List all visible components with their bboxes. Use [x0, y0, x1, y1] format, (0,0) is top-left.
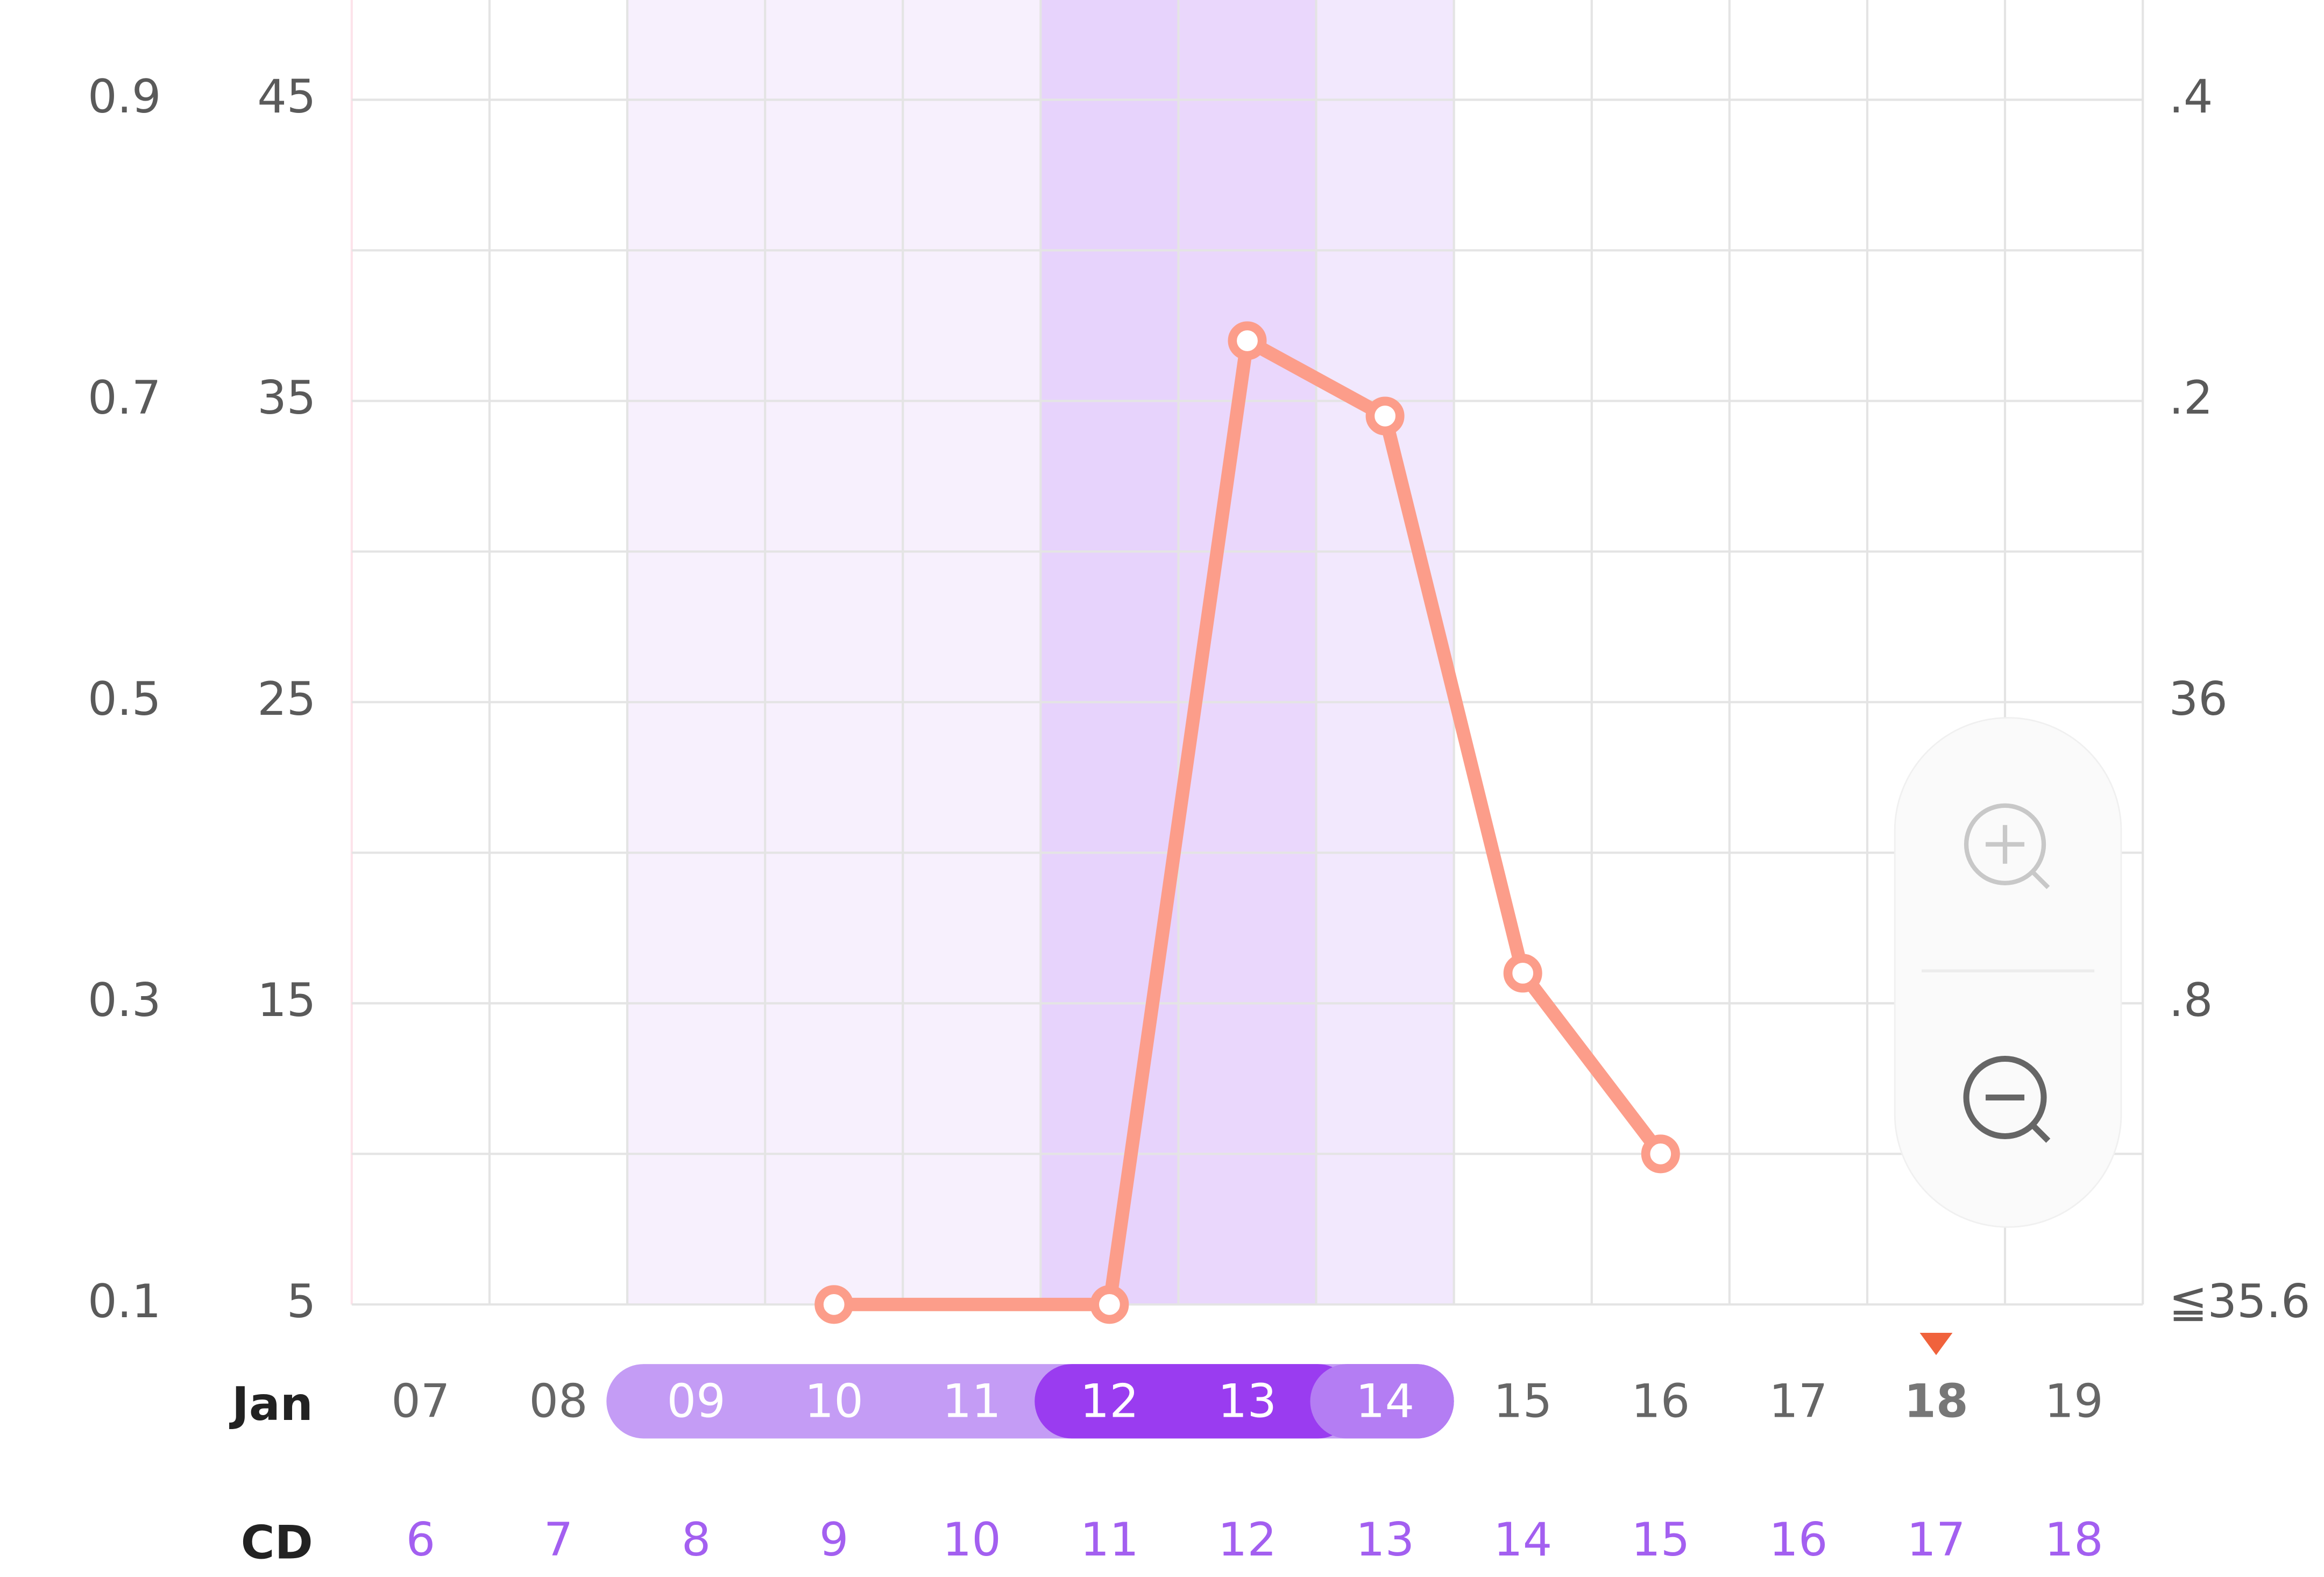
- data-point: [1503, 954, 1542, 993]
- zoom-control: [1894, 717, 2122, 1228]
- x-tick-label: 15: [1493, 1374, 1552, 1428]
- data-point: [1228, 321, 1267, 360]
- cycle-day-label: 6: [406, 1513, 436, 1567]
- y-tick-label: 15: [257, 974, 316, 1027]
- cycle-day-label: 16: [1769, 1513, 1827, 1567]
- cycle-day-label: 9: [819, 1513, 849, 1567]
- fertile-band: [1316, 0, 1454, 1305]
- date-pill-segment: [1035, 1364, 1355, 1439]
- cycle-day-label: 12: [1218, 1513, 1277, 1567]
- data-point: [1365, 396, 1405, 436]
- zoom-in-icon: [1964, 803, 2046, 885]
- fertile-band: [765, 0, 903, 1305]
- fertile-band: [627, 0, 766, 1305]
- y2-tick-label: 0.7: [88, 371, 161, 425]
- cycle-day-label: 8: [682, 1513, 711, 1567]
- y2-tick-label: 0.3: [88, 974, 161, 1027]
- y2-tick-label: 0.5: [88, 672, 161, 726]
- fertile-band: [1040, 0, 1179, 1305]
- zoom-in-button[interactable]: [1964, 803, 2050, 890]
- x-axis-label: Jan: [229, 1377, 313, 1431]
- y3-tick-label: 36: [2169, 672, 2228, 726]
- y3-tick-label: ≦35.6: [2169, 1275, 2311, 1329]
- cycle-day-label: 10: [943, 1513, 1001, 1567]
- y-tick-label: 25: [257, 672, 316, 726]
- date-pill-segment: [1310, 1364, 1454, 1439]
- data-point: [1641, 1134, 1680, 1174]
- y3-tick-label: .4: [2169, 70, 2213, 124]
- x-tick-label: 07: [391, 1374, 450, 1428]
- x-tick-label: 17: [1769, 1374, 1827, 1428]
- x-tick-label: 08: [529, 1374, 587, 1428]
- x-tick-label: 09: [667, 1374, 726, 1428]
- data-point: [814, 1285, 854, 1324]
- y3-tick-label: .2: [2169, 371, 2213, 425]
- fertile-band: [903, 0, 1041, 1305]
- x-tick-label: 18: [1904, 1374, 1968, 1428]
- y-tick-label: 5: [287, 1275, 316, 1329]
- x-tick-label: 10: [805, 1374, 863, 1428]
- cycle-day-label: 11: [1080, 1513, 1139, 1567]
- zoom-out-icon: [1963, 1055, 2047, 1140]
- zoom-out-icon: [2031, 1124, 2051, 1143]
- cycle-day-label: 7: [544, 1513, 573, 1567]
- background-layer: [350, 0, 2144, 1306]
- x-tick-label: 12: [1080, 1374, 1139, 1428]
- zoom-in-icon: [2031, 871, 2050, 890]
- row-label: CD: [241, 1516, 313, 1569]
- cycle-day-label: 17: [1907, 1513, 1965, 1567]
- y3-tick-label: .8: [2169, 974, 2213, 1027]
- main-layer: 5 15 25 35 45 0.1 0.3 0.5 0.7 0.9 ≦35.6 .8 36 .2 .4 07 6…: [88, 70, 2311, 1567]
- x-tick-label: 13: [1218, 1374, 1277, 1428]
- y-tick-label: 45: [257, 70, 316, 124]
- data-point: [1090, 1285, 1129, 1324]
- y-tick-label: 35: [257, 371, 316, 425]
- x-tick-label: 14: [1356, 1374, 1414, 1428]
- y2-tick-label: 0.9: [88, 70, 161, 124]
- cycle-day-label: 14: [1493, 1513, 1552, 1567]
- x-tick-label: 11: [943, 1374, 1001, 1428]
- series-line: [834, 334, 1666, 1311]
- cycle-day-label: 18: [2045, 1513, 2103, 1567]
- today-marker: [1919, 1332, 1953, 1355]
- cycle-day-label: 13: [1356, 1513, 1414, 1567]
- x-tick-label: 19: [2045, 1374, 2103, 1428]
- x-tick-label: 16: [1631, 1374, 1690, 1428]
- y2-tick-label: 0.1: [88, 1275, 161, 1329]
- cycle-day-label: 15: [1631, 1513, 1690, 1567]
- zoom-out-button[interactable]: [1963, 1055, 2051, 1143]
